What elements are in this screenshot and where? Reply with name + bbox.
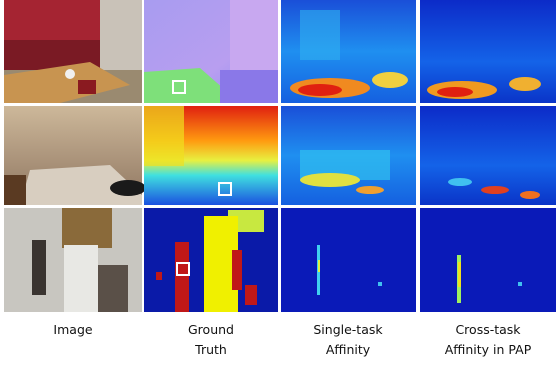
single-task-affinity <box>281 106 416 205</box>
single-task-affinity <box>281 208 416 312</box>
cross-task-affinity <box>420 208 556 312</box>
column-label: Cross-task <box>455 322 521 337</box>
column-label: Affinity in PAP <box>445 342 532 357</box>
column-label: Single-task <box>313 322 383 337</box>
column-label: Ground <box>188 322 234 337</box>
column-labels: Image Ground Truth Single-task Affinity … <box>53 322 531 357</box>
column-label: Image <box>53 322 92 337</box>
column-label: Affinity <box>326 342 371 357</box>
depth-ground-truth <box>144 106 278 205</box>
column-label: Truth <box>194 342 227 357</box>
figure: Image Ground Truth Single-task Affinity … <box>0 0 558 362</box>
image-bedroom <box>4 106 146 205</box>
normals-ground-truth <box>144 0 278 103</box>
segmentation-ground-truth <box>144 208 278 312</box>
image-grid <box>4 0 556 312</box>
single-task-affinity <box>281 0 416 103</box>
image-office <box>4 0 142 103</box>
cross-task-affinity <box>420 0 556 103</box>
cross-task-affinity <box>420 106 556 205</box>
image-kitchen <box>4 208 142 312</box>
